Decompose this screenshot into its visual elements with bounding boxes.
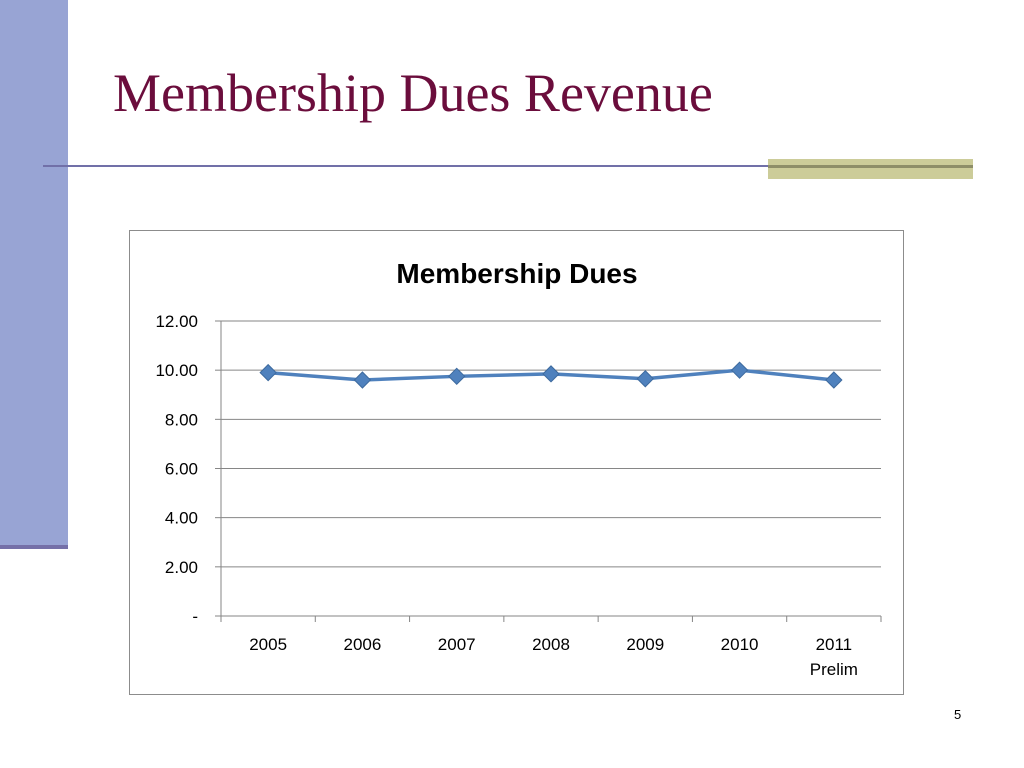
left-accent-bar-shadow xyxy=(0,545,68,549)
x-tick-label: 2005 xyxy=(249,635,287,654)
y-tick-label: 6.00 xyxy=(165,460,198,479)
x-tick-label: 2006 xyxy=(344,635,382,654)
slide-title: Membership Dues Revenue xyxy=(113,63,713,123)
y-tick-label: 8.00 xyxy=(165,410,198,429)
data-point-marker xyxy=(636,370,654,388)
left-accent-bar xyxy=(0,0,68,545)
slide-number: 5 xyxy=(954,707,962,722)
chart-frame: Membership Dues - 2.00 4.00 6.00 8.00 10.00 12… xyxy=(129,230,904,695)
x-tick-label: 2009 xyxy=(626,635,664,654)
title-underline xyxy=(43,165,973,167)
chart-title: Membership Dues xyxy=(396,258,637,289)
data-point-marker xyxy=(353,371,372,389)
data-point-marker xyxy=(730,361,749,379)
data-point-marker xyxy=(825,371,843,389)
membership-dues-chart: Membership Dues - 2.00 4.00 6.00 8.00 10.00 12… xyxy=(155,258,882,679)
data-point-marker xyxy=(448,367,466,386)
x-tick-label: 2011 Prelim xyxy=(810,635,858,679)
x-tick-label: 2007 xyxy=(438,635,476,654)
x-tick-label: 2010 xyxy=(721,635,759,654)
title-accent-block xyxy=(768,159,973,179)
y-tick-label: 10.00 xyxy=(155,361,198,380)
data-point-marker xyxy=(259,363,277,382)
y-tick-label: - xyxy=(192,607,198,626)
data-point-marker xyxy=(542,365,560,383)
y-tick-label: 2.00 xyxy=(165,558,198,577)
title-accent-line xyxy=(768,165,973,168)
y-tick-label: 12.00 xyxy=(155,312,198,331)
y-tick-label: 4.00 xyxy=(165,509,198,528)
x-tick-label: 2008 xyxy=(532,635,570,654)
